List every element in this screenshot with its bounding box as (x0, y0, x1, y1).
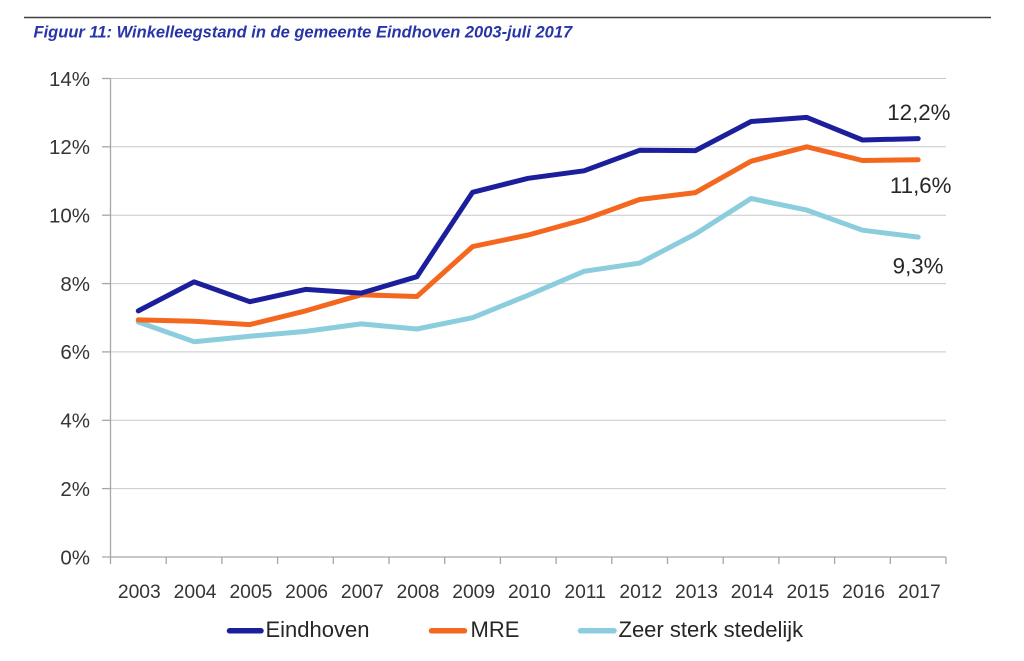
svg-text:2003: 2003 (118, 582, 161, 603)
svg-text:9,3%: 9,3% (893, 254, 944, 279)
svg-text:2009: 2009 (452, 582, 495, 603)
svg-text:2017: 2017 (898, 582, 941, 603)
svg-text:12,2%: 12,2% (887, 100, 950, 125)
svg-text:2007: 2007 (341, 582, 384, 603)
svg-text:4%: 4% (60, 410, 90, 433)
svg-text:2015: 2015 (786, 582, 829, 603)
svg-text:8%: 8% (60, 273, 90, 296)
svg-text:Eindhoven: Eindhoven (266, 617, 370, 642)
svg-text:6%: 6% (60, 341, 90, 364)
svg-text:MRE: MRE (471, 617, 520, 642)
svg-text:2013: 2013 (675, 582, 718, 603)
svg-text:2%: 2% (60, 478, 90, 501)
svg-text:11,6%: 11,6% (890, 173, 952, 198)
svg-text:0%: 0% (60, 546, 90, 569)
svg-text:2012: 2012 (619, 582, 662, 603)
svg-text:2006: 2006 (285, 582, 328, 603)
svg-text:2004: 2004 (174, 582, 217, 603)
svg-text:Zeer sterk stedelijk: Zeer sterk stedelijk (619, 617, 805, 642)
svg-text:2010: 2010 (508, 582, 551, 603)
svg-text:2016: 2016 (842, 582, 885, 603)
svg-text:10%: 10% (49, 205, 90, 228)
svg-text:2011: 2011 (564, 582, 605, 603)
svg-text:14%: 14% (49, 68, 90, 91)
svg-text:2008: 2008 (397, 582, 440, 603)
svg-text:Figuur 11: Winkelleegstand in: Figuur 11: Winkelleegstand in de gemeent… (34, 23, 574, 41)
svg-text:2005: 2005 (229, 582, 272, 603)
svg-text:12%: 12% (49, 136, 90, 159)
svg-text:2014: 2014 (731, 582, 774, 603)
